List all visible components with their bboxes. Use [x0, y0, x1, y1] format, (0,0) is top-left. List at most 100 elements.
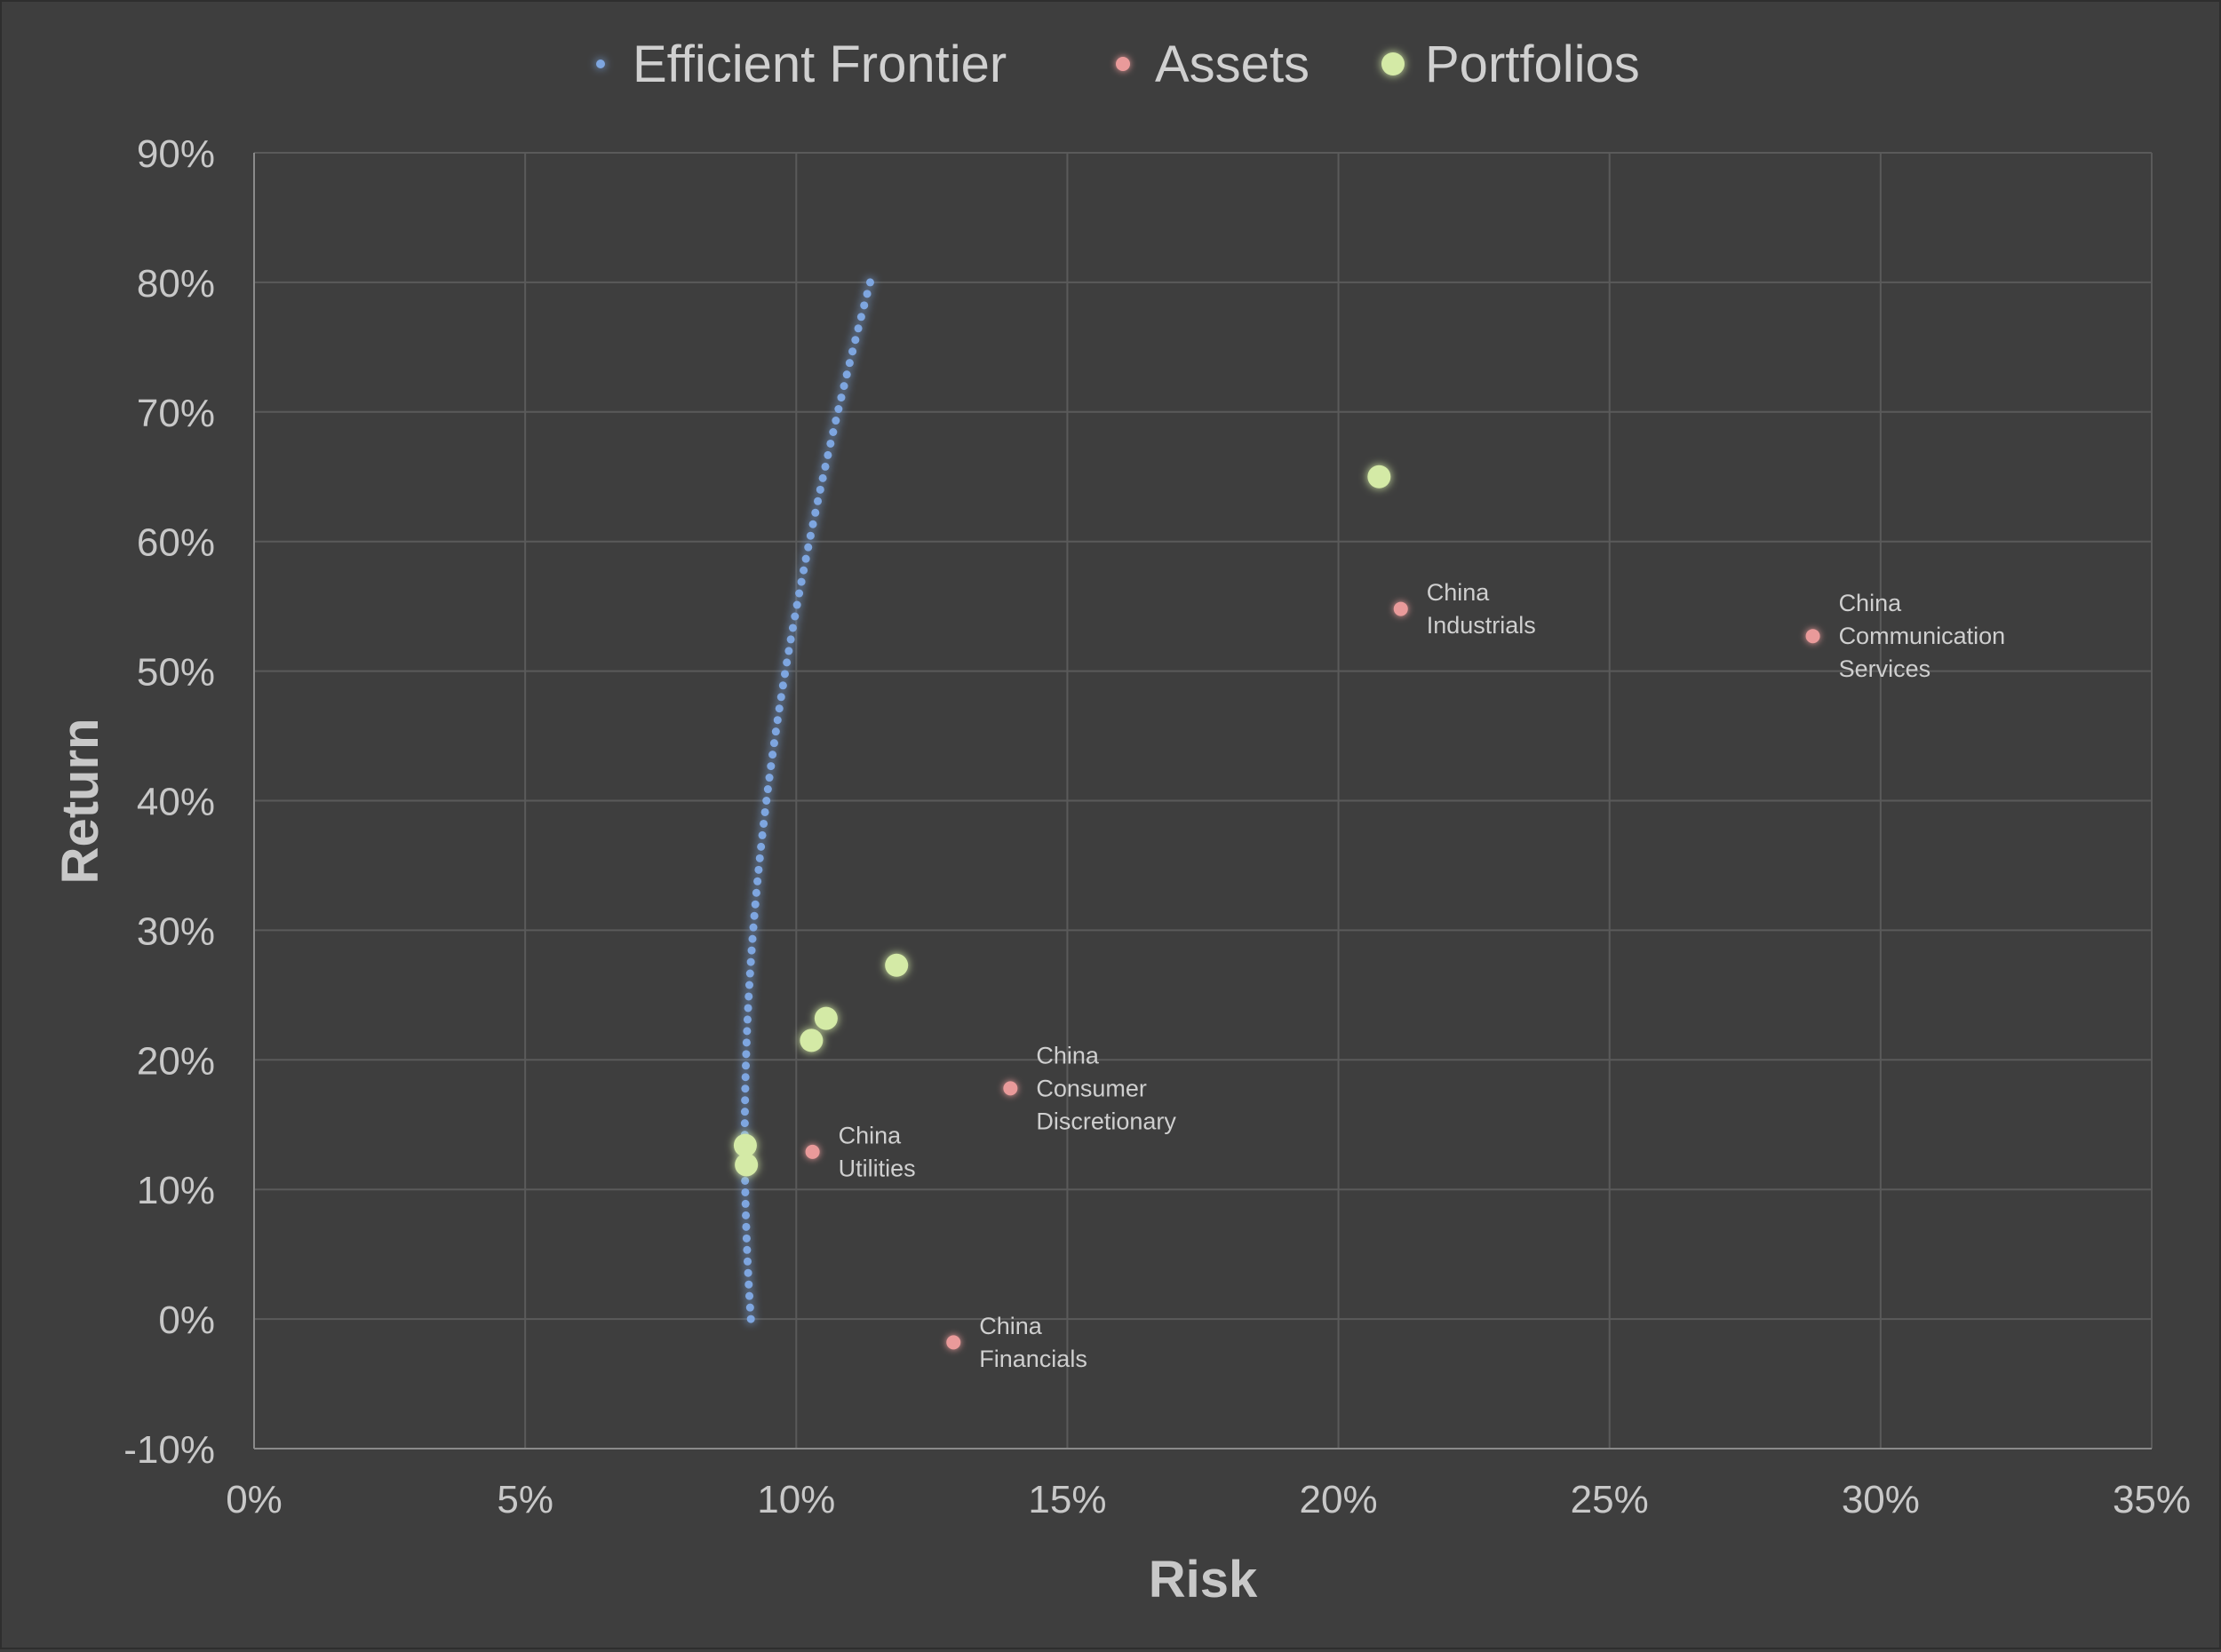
x-tick-label: 30%: [1842, 1478, 1920, 1521]
y-tick-label: 60%: [137, 521, 215, 565]
frontier-point: [818, 473, 827, 482]
frontier-point: [784, 647, 793, 655]
frontier-point: [765, 774, 774, 782]
portfolio-point: [814, 1006, 838, 1030]
frontier-point: [769, 739, 778, 748]
frontier-point: [783, 658, 792, 667]
gridlines: [254, 152, 2153, 1449]
portfolios-series: [733, 465, 1391, 1177]
frontier-point: [771, 727, 780, 736]
frontier-point: [804, 543, 813, 552]
frontier-point: [767, 762, 776, 771]
frontier-point: [746, 1314, 755, 1323]
frontier-point: [746, 957, 755, 966]
portfolio-point: [733, 1133, 757, 1157]
frontier-point: [742, 1050, 751, 1059]
frontier-point: [773, 716, 782, 725]
frontier-point: [837, 393, 846, 402]
frontier-point: [754, 865, 763, 874]
frontier-point: [744, 981, 753, 989]
frontier-point: [854, 324, 863, 333]
asset-point: [1003, 1081, 1018, 1096]
asset-label: China Industrials: [1427, 579, 1536, 639]
asset-point: [805, 1144, 820, 1159]
assets-series: China Industrials China Communication Servic…: [805, 579, 2006, 1372]
frontier-point: [763, 785, 772, 794]
frontier-point: [792, 600, 801, 609]
portfolio-point: [1367, 465, 1391, 488]
frontier-point: [741, 1176, 750, 1185]
legend: Efficient Frontier Assets Portfolios: [596, 36, 1640, 93]
asset-label: China Communication Services: [1839, 590, 2006, 682]
frontier-point: [826, 439, 835, 448]
frontier-point: [743, 1027, 752, 1036]
frontier-point: [863, 290, 872, 298]
legend-frontier-marker: [596, 60, 605, 68]
x-tick-label: 15%: [1028, 1478, 1106, 1521]
frontier-point: [760, 819, 768, 828]
frontier-point: [740, 1119, 749, 1128]
y-tick-label: 10%: [137, 1169, 215, 1212]
legend-assets-marker: [1116, 57, 1130, 71]
frontier-point: [742, 1234, 751, 1243]
frontier-point: [747, 946, 756, 955]
frontier-point: [753, 877, 762, 886]
asset-label: China Utilities: [839, 1122, 916, 1181]
y-tick-label: 50%: [137, 651, 215, 695]
frontier-point: [742, 1061, 751, 1070]
frontier-point: [745, 1303, 754, 1312]
frontier-point: [791, 612, 800, 621]
frontier-point: [808, 520, 817, 528]
frontier-point: [755, 854, 764, 862]
efficient-frontier-series: [740, 278, 874, 1323]
frontier-point: [742, 1222, 751, 1231]
frontier-point: [744, 992, 753, 1001]
frontier-point: [845, 359, 854, 368]
frontier-point: [768, 751, 777, 759]
frontier-point: [821, 462, 830, 471]
frontier-point: [749, 923, 758, 932]
frontier-point: [741, 1084, 750, 1093]
y-axis-title: Return: [52, 719, 109, 885]
frontier-point: [824, 450, 832, 459]
frontier-point: [800, 566, 808, 575]
portfolio-point: [800, 1029, 824, 1052]
frontier-point: [744, 1004, 752, 1013]
y-tick-label: 90%: [137, 132, 215, 176]
frontier-point: [834, 405, 843, 414]
frontier-point: [848, 347, 857, 356]
frontier-point: [745, 969, 754, 978]
frontier-point: [795, 589, 804, 598]
x-tick-label: 35%: [2113, 1478, 2191, 1521]
legend-portfolios-label: Portfolios: [1425, 36, 1640, 93]
frontier-point: [744, 1268, 752, 1277]
frontier-point: [742, 1211, 751, 1219]
frontier-point: [762, 797, 771, 805]
y-tick-label: -10%: [123, 1428, 215, 1472]
frontier-point: [788, 623, 797, 632]
legend-assets-label: Assets: [1155, 36, 1310, 93]
frontier-point: [775, 704, 784, 713]
x-tick-label: 0%: [226, 1478, 283, 1521]
asset-point: [1805, 629, 1820, 644]
x-tick-label: 20%: [1300, 1478, 1378, 1521]
asset-label: China Financials: [979, 1313, 1087, 1372]
portfolio-point: [735, 1153, 759, 1177]
frontier-point: [760, 807, 769, 816]
frontier-point: [851, 336, 860, 345]
x-tick-label: 10%: [757, 1478, 835, 1521]
frontier-point: [748, 934, 757, 943]
asset-point: [1393, 601, 1408, 616]
frontier-point: [856, 313, 865, 322]
frontier-point: [816, 485, 824, 494]
frontier-point: [741, 1187, 750, 1196]
frontier-point: [797, 577, 806, 586]
y-tick-label: 40%: [137, 781, 215, 824]
frontier-point: [758, 830, 767, 839]
frontier-point: [865, 278, 874, 287]
frontier-point: [860, 301, 869, 310]
frontier-point: [757, 842, 766, 851]
frontier-point: [801, 554, 810, 563]
